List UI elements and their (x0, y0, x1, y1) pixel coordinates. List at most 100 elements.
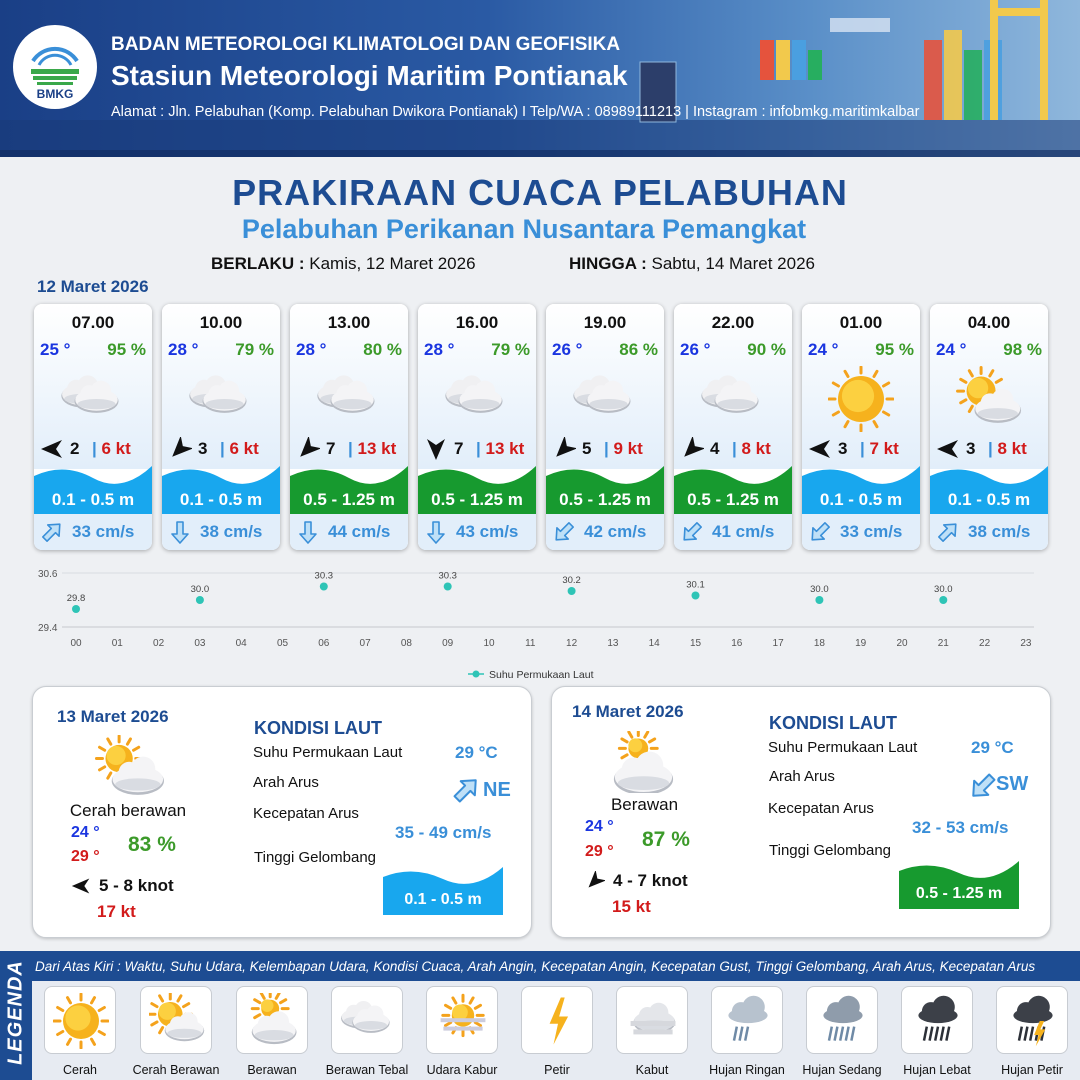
forecast-panel-day3: 14 Maret 2026 Berawan 24 ° 29 ° 87 % 4 -… (551, 686, 1051, 938)
header-banner: BMKG BADAN METEOROLOGI KLIMATOLOGI DAN G… (0, 0, 1080, 157)
chart-x-tick: 22 (979, 638, 991, 649)
wave-graphic (290, 466, 408, 514)
hujan-petir-icon (996, 986, 1068, 1054)
card-temperature: 28 ° (168, 340, 199, 359)
chart-x-tick: 17 (773, 638, 785, 649)
chart-data-point (691, 591, 700, 600)
card-current: 44 cm/s (290, 514, 408, 550)
port-illustration (0, 0, 1080, 157)
wind-arrow-icon (296, 435, 322, 466)
current-direction-icon (680, 520, 704, 549)
station-address: Alamat : Jln. Pelabuhan (Komp. Pelabuhan… (111, 104, 920, 120)
forecast-card: 19.00 26 ° 86 % 5 | 9 kt 0.5 - 1.25 m 42… (546, 304, 664, 550)
current-direction-icon (451, 775, 481, 810)
petir-icon (521, 986, 593, 1054)
cerah-berawan-icon (956, 366, 1022, 437)
chart-data-label: 30.3 (315, 571, 334, 582)
current-speed-label: Kecepatan Arus (768, 800, 874, 817)
card-wind-speed: 3 (838, 439, 848, 458)
forecast-card: 01.00 24 ° 95 % 3 | 7 kt 0.1 - 0.5 m 33 … (802, 304, 920, 550)
chart-x-tick: 05 (277, 638, 289, 649)
panel-temp-min: 24 ° (71, 824, 100, 841)
legend-item-label: Kabut (635, 1063, 669, 1077)
card-wind-speed: 3 (198, 439, 208, 458)
card-current-speed: 42 cm/s (584, 522, 647, 541)
kabut-icon (616, 986, 688, 1054)
panel-temp-min: 24 ° (585, 818, 614, 835)
card-time: 19.00 (583, 313, 627, 332)
panel-temp-max: 29 ° (585, 843, 614, 860)
cerah-berawan-icon (140, 986, 212, 1054)
chart-data-point (319, 582, 328, 591)
chart-x-tick: 13 (607, 638, 619, 649)
card-current: 33 cm/s (34, 514, 152, 550)
card-gust: | 6 kt (220, 439, 259, 458)
card-gust-value: 7 kt (869, 439, 899, 458)
chart-legend-marker (472, 670, 480, 678)
current-dir-label: Arah Arus (769, 768, 835, 785)
legend-item-label: Hujan Petir (1001, 1063, 1063, 1077)
chart-x-tick: 19 (855, 638, 867, 649)
valid-to-label: HINGGA : (569, 254, 647, 273)
chart-x-tick: 20 (896, 638, 908, 649)
wave-height-label: Tinggi Gelombang (254, 849, 377, 866)
panel-humidity: 83 % (128, 833, 176, 856)
current-speed-label: Kecepatan Arus (253, 805, 359, 822)
legend-item-label: Hujan Lebat (903, 1063, 971, 1077)
legend-item-label: Berawan Tebal (325, 1063, 409, 1077)
chart-y-tick: 29.4 (38, 623, 58, 634)
legend-item-label: Cerah Berawan (132, 1063, 220, 1077)
chart-x-tick: 09 (442, 638, 454, 649)
card-humidity: 90 % (747, 340, 786, 359)
panel-wind-speed: 4 - 7 knot (613, 871, 688, 890)
card-current-speed: 38 cm/s (968, 522, 1031, 541)
card-wind-speed: 7 (326, 439, 336, 458)
panel-condition: Berawan (610, 795, 679, 814)
card-gust: | 9 kt (604, 439, 643, 458)
card-wind-speed: 5 (582, 439, 592, 458)
card-temperature: 26 ° (552, 340, 583, 359)
forecast-card: 07.00 25 ° 95 % 2 | 6 kt 0.1 - 0.5 m 33 … (34, 304, 152, 550)
panel-gust: 17 kt (97, 902, 136, 921)
panel-date: 13 Maret 2026 (57, 707, 169, 726)
current-speed-value: 35 - 49 cm/s (395, 823, 492, 842)
current-dir-value: SW (996, 773, 1029, 795)
panel-temp-max: 29 ° (71, 848, 100, 865)
legend-item-label: Petir (544, 1063, 570, 1077)
card-wave-height: 0.5 - 1.25 m (687, 490, 779, 509)
berawan-icon (605, 727, 679, 798)
forecast-card: 22.00 26 ° 90 % 4 | 8 kt 0.5 - 1.25 m 41… (674, 304, 792, 550)
chart-data-point (567, 587, 576, 595)
wave-height-label: Tinggi Gelombang (769, 842, 892, 859)
forecast-panel-day2: 13 Maret 2026 Cerah berawan 24 ° 29 ° 83… (32, 686, 532, 938)
chart-data-point (195, 596, 204, 604)
card-temperature: 24 ° (808, 340, 839, 359)
card-gust: | 6 kt (92, 439, 131, 458)
wave-graphic (930, 466, 1048, 514)
valid-from-value: Kamis, 12 Maret 2026 (309, 254, 476, 273)
wind-arrow-icon (552, 435, 578, 466)
bmkg-logo: BMKG (13, 25, 97, 109)
current-direction-icon (168, 520, 192, 549)
chart-x-tick: 03 (194, 638, 206, 649)
hujan-sedang-icon (806, 986, 878, 1054)
card-current: 38 cm/s (162, 514, 280, 550)
card-humidity: 86 % (619, 340, 658, 359)
chart-legend-label: Suhu Permukaan Laut (489, 669, 594, 681)
card-gust-value: 6 kt (229, 439, 259, 458)
current-speed-value: 32 - 53 cm/s (912, 818, 1009, 837)
current-dir-label: Arah Arus (253, 774, 319, 791)
chart-data-point (939, 596, 948, 604)
wave-graphic (34, 466, 152, 514)
card-wave-height: 0.5 - 1.25 m (431, 490, 523, 509)
card-wave-height: 0.1 - 0.5 m (51, 490, 135, 509)
wave-graphic (802, 466, 920, 514)
panel-gust: 15 kt (612, 897, 651, 916)
cerah-icon (827, 365, 895, 437)
chart-y-tick: 30.6 (38, 569, 58, 580)
berawan-tebal-icon (331, 986, 403, 1054)
wave-graphic (383, 867, 503, 915)
berawan-tebal-icon (188, 366, 254, 437)
card-current-speed: 44 cm/s (328, 522, 391, 541)
chart-data-label: 29.8 (67, 593, 86, 604)
